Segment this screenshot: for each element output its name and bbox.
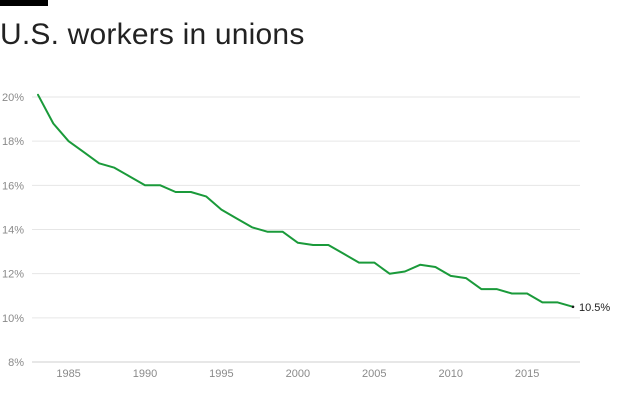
x-tick-label: 1990 bbox=[133, 368, 157, 380]
x-tick-label: 1995 bbox=[209, 368, 233, 380]
x-tick-label: 2010 bbox=[438, 368, 462, 380]
y-tick-label: 18% bbox=[2, 136, 24, 148]
series-line bbox=[37, 93, 574, 308]
y-tick-label: 8% bbox=[8, 357, 24, 369]
y-tick-label: 20% bbox=[2, 92, 24, 104]
y-tick-label: 14% bbox=[2, 225, 24, 237]
x-tick-label: 1985 bbox=[56, 368, 80, 380]
x-tick-label: 2015 bbox=[515, 368, 539, 380]
y-tick-label: 10% bbox=[2, 313, 24, 325]
chart-title: U.S. workers in unions bbox=[0, 18, 305, 51]
y-tick-label: 16% bbox=[2, 180, 24, 192]
end-value-label: 10.5% bbox=[579, 302, 610, 314]
x-tick-label: 2000 bbox=[286, 368, 310, 380]
brand-bar bbox=[0, 0, 48, 6]
y-tick-label: 12% bbox=[2, 269, 24, 281]
end-point bbox=[571, 305, 575, 309]
x-tick-label: 2005 bbox=[362, 368, 386, 380]
